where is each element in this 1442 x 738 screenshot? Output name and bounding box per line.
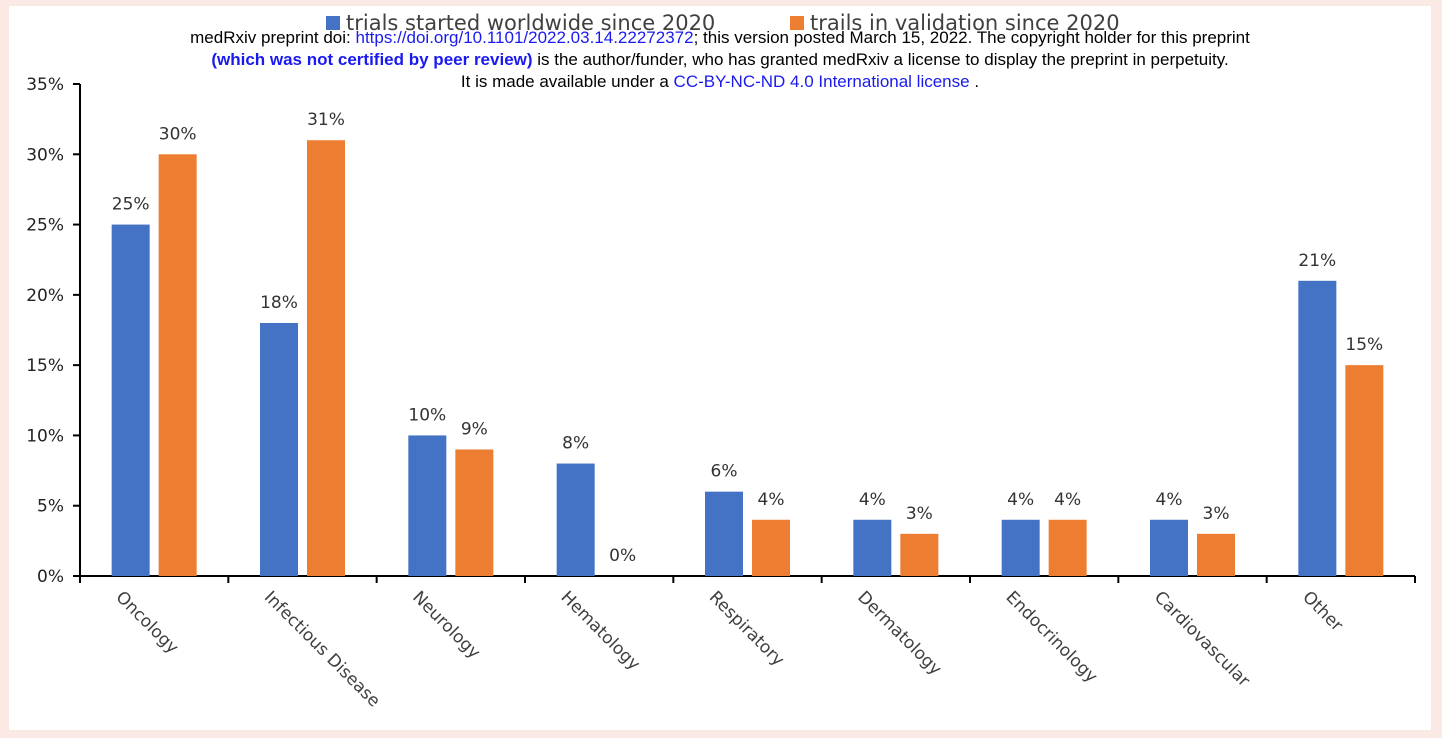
license-link[interactable]: CC-BY-NC-ND 4.0 International license <box>673 72 970 91</box>
data-label: 15% <box>1345 335 1383 355</box>
category-label: Infectious Disease <box>260 587 384 711</box>
bar-series-2 <box>158 154 197 577</box>
data-label: 10% <box>408 405 446 425</box>
y-tick-label: 15% <box>26 356 64 376</box>
preprint-notice-line-3: It is made available under a CC-BY-NC-ND… <box>9 72 1431 92</box>
data-label: 4% <box>758 490 785 510</box>
bar-series-1 <box>1150 519 1188 576</box>
data-label: 4% <box>1054 490 1081 510</box>
category-label: Neurology <box>408 587 484 663</box>
data-label: 21% <box>1298 251 1336 271</box>
category-label: Respiratory <box>705 587 788 670</box>
bar-series-1 <box>408 435 447 576</box>
category-label: Endocrinology <box>1002 587 1102 687</box>
data-label: 3% <box>906 504 933 524</box>
y-tick-label: 10% <box>26 426 64 446</box>
data-label: 9% <box>461 419 488 439</box>
preprint-notice-line-2: (which was not certified by peer review)… <box>9 50 1431 70</box>
y-tick-label: 0% <box>37 567 64 587</box>
data-label: 4% <box>859 490 886 510</box>
notice-text: medRxiv preprint doi: <box>190 28 356 47</box>
data-label: 4% <box>1156 490 1183 510</box>
data-label: 8% <box>562 434 589 454</box>
y-tick-label: 20% <box>26 286 64 306</box>
bar-chart: trials started worldwide since 2020 trail… <box>26 11 1416 711</box>
data-label: 3% <box>1203 504 1230 524</box>
bar-series-2 <box>1345 365 1384 576</box>
y-tick-label: 25% <box>26 216 64 236</box>
bar-series-1 <box>853 519 892 576</box>
bar-series-1 <box>260 322 298 576</box>
notice-text: is the author/funder, who has granted me… <box>532 50 1229 69</box>
data-label: 18% <box>260 293 298 313</box>
legend-swatch <box>790 16 804 30</box>
category-label: Hematology <box>557 587 644 674</box>
peer-review-note: (which was not certified by peer review) <box>211 50 533 69</box>
category-label: Cardiovascular <box>1150 587 1254 691</box>
bar-series-1 <box>1298 280 1337 576</box>
bar-series-1 <box>111 224 150 577</box>
y-tick-label: 5% <box>37 497 64 517</box>
bar-series-2 <box>1197 533 1235 576</box>
notice-text: It is made available under a <box>460 72 674 91</box>
data-label: 31% <box>307 110 345 130</box>
bar-series-2 <box>455 449 494 576</box>
legend-label: trials started worldwide since 2020 <box>346 11 715 35</box>
category-label: Other <box>1298 587 1346 635</box>
legend-swatch <box>326 16 340 30</box>
preprint-notice-line-1: medRxiv preprint doi: https://doi.org/10… <box>9 28 1431 48</box>
data-label: 0% <box>609 546 636 566</box>
data-label: 25% <box>112 195 150 215</box>
data-label: 4% <box>1007 490 1034 510</box>
bar-series-1 <box>1001 519 1040 576</box>
category-label: Dermatology <box>853 587 945 679</box>
y-tick-label: 30% <box>26 145 64 165</box>
notice-text: ; this version posted March 15, 2022. Th… <box>693 28 1250 47</box>
data-label: 6% <box>711 462 738 482</box>
data-label: 30% <box>159 124 197 144</box>
notice-text: . <box>969 72 980 91</box>
doi-link[interactable]: https://doi.org/10.1101/2022.03.14.22272… <box>355 28 694 47</box>
y-tick-label: 35% <box>26 75 64 95</box>
category-label: Oncology <box>112 587 183 658</box>
legend-label: trails in validation since 2020 <box>810 11 1120 35</box>
bar-series-2 <box>307 140 345 576</box>
bar-series-2 <box>752 519 790 576</box>
bar-series-2 <box>900 533 939 576</box>
chart-frame: trials started worldwide since 2020 trail… <box>9 6 1431 730</box>
bar-series-1 <box>556 463 595 576</box>
bar-series-2 <box>1048 519 1087 576</box>
bar-series-1 <box>705 491 743 576</box>
